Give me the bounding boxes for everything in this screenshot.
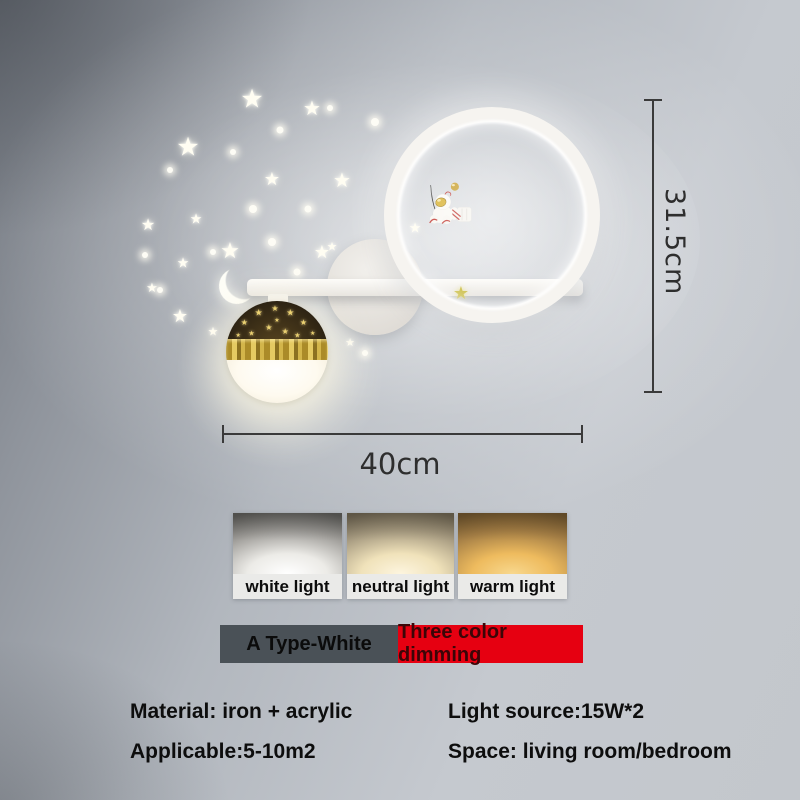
dome-star-icon: ★ (286, 307, 295, 318)
width-dimension-cap-left (222, 425, 224, 443)
spec-light-source: Light source:15W*2 (448, 700, 645, 723)
spec-applicable-area: Applicable:5-10m2 (130, 740, 316, 763)
sphere-dome (226, 301, 328, 339)
warm-light-label: warm light (458, 574, 567, 599)
light-mode-warm: warm light (458, 513, 567, 599)
width-dimension-label: 40cm (359, 447, 441, 481)
dome-star-icon: ★ (271, 304, 279, 314)
sphere-gold-band (226, 338, 328, 361)
width-dimension-line (223, 433, 582, 435)
dome-star-icon: ★ (240, 318, 248, 328)
light-mode-neutral: neutral light (347, 513, 454, 599)
white-light-label: white light (233, 574, 342, 599)
dome-star-icon: ★ (265, 322, 273, 332)
dome-star-icon: ★ (274, 318, 280, 325)
height-dimension-cap-top (644, 99, 662, 101)
dome-star-icon: ★ (235, 332, 241, 339)
light-mode-white: white light (233, 513, 342, 599)
neutral-light-preview (347, 513, 454, 574)
spec-material: Material: iron + acrylic (130, 700, 353, 723)
star-projector-sphere: ★ ★ ★ ★ ★ ★ ★ ★ ★ ★ ★ ★ (226, 301, 328, 403)
dome-star-icon: ★ (248, 330, 255, 338)
white-light-preview (233, 513, 342, 574)
height-dimension-cap-bottom (644, 391, 662, 393)
ring-light (384, 107, 600, 323)
dome-star-icon: ★ (294, 332, 301, 340)
dome-star-icon: ★ (309, 330, 316, 337)
warm-light-preview (458, 513, 567, 574)
spec-space: Space: living room/bedroom (448, 740, 732, 763)
width-dimension-cap-right (581, 425, 583, 443)
neutral-light-label: neutral light (347, 574, 454, 599)
height-dimension-line (652, 100, 654, 393)
dome-star-icon: ★ (299, 318, 308, 328)
sphere-bulb (226, 360, 328, 403)
variant-type-label: A Type-White (220, 625, 398, 663)
dimming-label: Three color dimming (398, 621, 583, 666)
height-dimension-label: 31.5cm (659, 188, 690, 296)
dome-star-icon: ★ (281, 326, 289, 336)
dome-star-icon: ★ (254, 307, 263, 318)
